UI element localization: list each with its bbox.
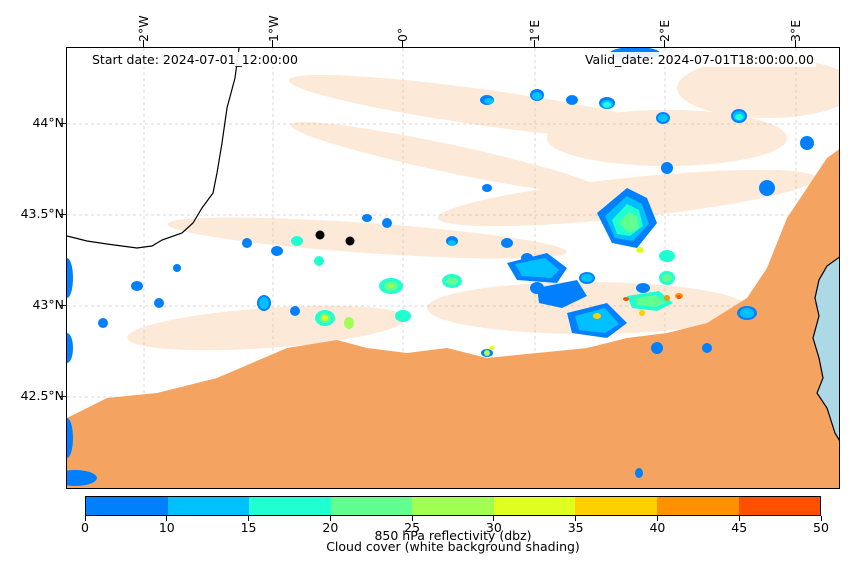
- lon-tick: [534, 40, 535, 47]
- colorbar-tick-label: 30: [485, 520, 502, 535]
- colorbar-tick-label: 25: [404, 520, 421, 535]
- city-marker: [345, 236, 355, 246]
- city-marker: [315, 230, 325, 240]
- lon-label: 2°E: [657, 19, 672, 42]
- colorbar-tick: [656, 516, 658, 521]
- colorbar-tick-label: 50: [813, 520, 829, 535]
- lon-tick: [143, 40, 144, 47]
- colorbar-tick-label: 10: [158, 520, 175, 535]
- colorbar-tick: [575, 516, 577, 521]
- colorbar-tick-label: 15: [240, 520, 257, 535]
- valid-date-label: Valid_date: 2024-07-01T18:00:00.00: [582, 52, 816, 67]
- lat-label: 42.5°N: [20, 388, 64, 403]
- colorbar-segment: [738, 497, 821, 515]
- colorbar-tick: [329, 516, 331, 521]
- colorbar-tick-label: 40: [649, 520, 666, 535]
- colorbar: [85, 496, 821, 516]
- lon-label: 3°E: [788, 19, 803, 42]
- map-canvas: [67, 48, 839, 488]
- reflectivity-cells: [67, 48, 814, 486]
- colorbar-segment: [86, 497, 168, 515]
- lat-label: 43°N: [32, 297, 64, 312]
- colorbar-tick: [411, 516, 413, 521]
- colorbar-title: 850 hPa reflectivity (dbz): [374, 528, 532, 543]
- cloud-mass-south: [67, 149, 839, 488]
- lon-label: 2°W: [136, 15, 151, 42]
- lon-tick: [402, 40, 403, 47]
- colorbar-subtitle: Cloud cover (white background shading): [326, 539, 580, 554]
- start-date-label: Start date: 2024-07-01_12:00:00: [90, 52, 300, 67]
- lat-tick: [60, 214, 66, 215]
- colorbar-segment: [167, 497, 250, 515]
- colorbar-tick: [493, 516, 495, 521]
- colorbar-segment: [330, 497, 413, 515]
- lon-label: 1°E: [527, 19, 542, 42]
- colorbar-segment: [493, 497, 576, 515]
- mediterranean-sea: [812, 256, 839, 441]
- colorbar-tick-label: 35: [567, 520, 584, 535]
- colorbar-tick: [248, 516, 250, 521]
- colorbar-tick-label: 0: [81, 520, 89, 535]
- colorbar-segment: [249, 497, 331, 515]
- colorbar-tick-label: 20: [322, 520, 339, 535]
- colorbar-segment: [656, 497, 739, 515]
- lat-label: 44°N: [32, 115, 64, 130]
- map-panel: [66, 47, 840, 489]
- coastline-west: [67, 48, 240, 249]
- colorbar-tick: [84, 516, 86, 521]
- lon-tick: [795, 40, 796, 47]
- colorbar-segment: [412, 497, 494, 515]
- lon-tick: [272, 40, 273, 47]
- lat-label: 43.5°N: [20, 206, 64, 221]
- lat-tick: [60, 396, 66, 397]
- lon-tick: [664, 40, 665, 47]
- lat-tick: [60, 123, 66, 124]
- colorbar-tick-label: 45: [731, 520, 748, 535]
- lon-label: 1°W: [266, 15, 281, 42]
- colorbar-tick: [820, 516, 822, 521]
- colorbar-tick: [166, 516, 168, 521]
- lat-tick: [60, 305, 66, 306]
- colorbar-tick: [738, 516, 740, 521]
- colorbar-segment: [575, 497, 657, 515]
